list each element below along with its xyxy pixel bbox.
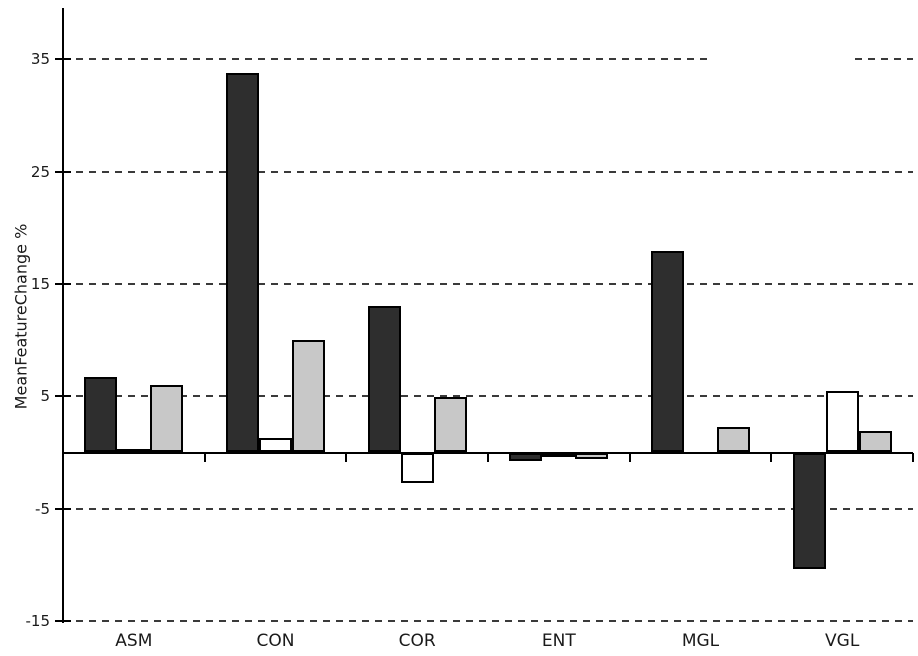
bar-VGL-series-dark xyxy=(792,452,826,570)
bar-CON-series-gray xyxy=(292,340,325,453)
y-tick-label-5: 5 xyxy=(40,387,50,406)
category-label-ENT: ENT xyxy=(541,631,576,651)
x-tick-6 xyxy=(912,452,914,462)
y-tick-label-35: 35 xyxy=(30,50,50,69)
category-label-ASM: ASM xyxy=(115,631,153,651)
y-tick-label--15: -15 xyxy=(25,612,51,631)
gridline-25 xyxy=(63,170,913,173)
x-tick-2 xyxy=(345,452,348,462)
bar-CON-series-white xyxy=(259,437,292,453)
bar-ASM-series-white xyxy=(117,449,151,454)
gridline-5 xyxy=(63,395,913,398)
x-tick-5 xyxy=(770,452,773,462)
bar-ENT-series-dark xyxy=(509,452,543,462)
bar-ASM-series-dark xyxy=(84,377,118,453)
gridline-35-b xyxy=(855,58,913,61)
category-label-MGL: MGL xyxy=(681,631,720,651)
y-tick-label-15: 15 xyxy=(30,274,50,293)
y-tick-label-25: 25 xyxy=(30,162,50,181)
bar-ASM-series-gray xyxy=(150,385,184,453)
bar-ENT-series-gray xyxy=(575,452,609,460)
bar-VGL-series-white xyxy=(825,390,859,453)
category-label-VGL: VGL xyxy=(825,631,860,651)
gridline--5 xyxy=(63,507,913,510)
x-tick-3 xyxy=(487,452,489,462)
bar-COR-series-white xyxy=(400,452,434,483)
bar-COR-series-gray xyxy=(433,397,467,453)
gridline-15 xyxy=(63,282,913,285)
bar-VGL-series-gray xyxy=(858,431,892,453)
x-tick-1 xyxy=(203,452,206,462)
gridline--15 xyxy=(63,620,913,623)
gridline-35 xyxy=(63,58,712,61)
bar-COR-series-dark xyxy=(367,306,401,453)
y-tick-label--5: -5 xyxy=(35,499,50,518)
x-tick-4 xyxy=(628,452,631,462)
bar-CON-series-dark xyxy=(226,72,259,453)
bar-MGL-series-gray xyxy=(717,426,750,453)
bar-ENT-series-white xyxy=(542,452,576,457)
category-label-CON: CON xyxy=(256,631,295,651)
bar-MGL-series-dark xyxy=(651,251,684,453)
category-label-COR: COR xyxy=(398,631,436,651)
y-axis-line xyxy=(62,8,64,623)
